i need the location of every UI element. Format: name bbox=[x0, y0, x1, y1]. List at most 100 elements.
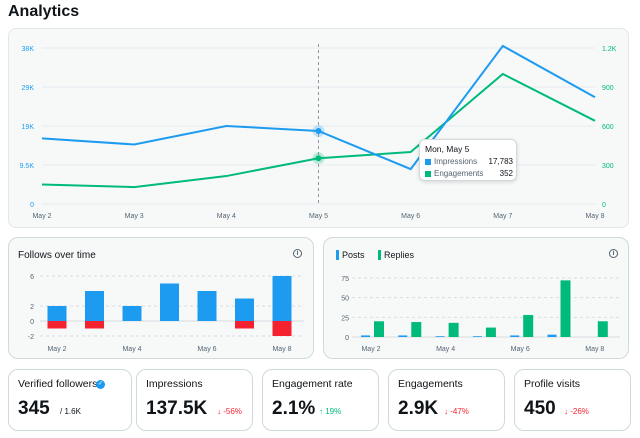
x-axis-label: May 8 bbox=[585, 346, 604, 353]
follows-bar bbox=[47, 306, 67, 321]
impressions-swatch bbox=[425, 159, 431, 165]
right-axis-label: 600 bbox=[602, 124, 614, 131]
chart-tooltip: Mon, May 5 Impressions 17,783 Engagement… bbox=[419, 139, 517, 181]
metric-label: Engagement rate bbox=[272, 378, 353, 390]
metric-change: ↑ 19% bbox=[319, 407, 342, 416]
metric-impressions[interactable]: Impressions 137.5K ↓ -56% bbox=[136, 369, 253, 431]
left-axis-label: 9.5K bbox=[20, 163, 35, 170]
right-axis-label: 1.2K bbox=[602, 46, 617, 53]
x-axis-label: May 5 bbox=[309, 213, 328, 220]
right-axis-label: 300 bbox=[602, 163, 614, 170]
metric-value: 137.5K bbox=[146, 398, 208, 419]
legend-replies-label: Replies bbox=[384, 250, 415, 260]
metric-value: 2.9K bbox=[398, 398, 439, 419]
metric-engagements[interactable]: Engagements 2.9K ↓ -47% bbox=[388, 369, 505, 431]
follows-bar bbox=[235, 298, 254, 321]
verified-badge-icon: ✓ bbox=[96, 380, 105, 389]
posts-bar bbox=[510, 335, 520, 337]
x-axis-label: May 3 bbox=[125, 213, 144, 220]
metric-engagement-rate[interactable]: Engagement rate 2.1% ↑ 19% bbox=[262, 369, 379, 431]
tooltip-date: Mon, May 5 bbox=[425, 144, 470, 154]
info-icon[interactable]: i bbox=[609, 249, 618, 258]
y-tick-label: 0 bbox=[345, 335, 349, 342]
x-axis-label: May 2 bbox=[32, 213, 51, 220]
replies-bar bbox=[411, 322, 422, 337]
tooltip-engagements-label: Engagements bbox=[434, 169, 484, 178]
tooltip-engagements-value: 352 bbox=[499, 169, 513, 178]
replies-swatch bbox=[378, 250, 381, 260]
posts-bar bbox=[435, 336, 445, 337]
metric-profile-visits[interactable]: Profile visits 450 ↓ -26% bbox=[514, 369, 631, 431]
replies-bar bbox=[448, 322, 459, 337]
tooltip-engagements-row: Engagements 352 bbox=[425, 169, 513, 179]
legend-posts-label: Posts bbox=[342, 250, 365, 260]
metric-change: ↓ -47% bbox=[444, 407, 469, 416]
x-axis-label: May 6 bbox=[511, 346, 530, 353]
unfollows-bar bbox=[85, 321, 104, 329]
replies-bar bbox=[560, 280, 571, 337]
right-axis-label: 0 bbox=[602, 202, 606, 209]
y-tick-label: 25 bbox=[341, 315, 349, 322]
posts-bar bbox=[547, 334, 557, 337]
posts-swatch bbox=[336, 250, 339, 260]
x-axis-label: May 7 bbox=[493, 213, 512, 220]
metric-verified-followers[interactable]: Verified followers ✓ 345 / 1.6K bbox=[8, 369, 132, 431]
unfollows-bar bbox=[47, 321, 67, 329]
metric-value: 2.1% bbox=[272, 398, 316, 419]
y-tick-label: 2 bbox=[30, 304, 34, 311]
right-axis-label: 900 bbox=[602, 85, 614, 92]
x-axis-label: May 8 bbox=[272, 346, 291, 353]
x-axis-label: May 8 bbox=[585, 213, 604, 220]
metric-label: Verified followers bbox=[18, 378, 98, 390]
metric-label: Profile visits bbox=[524, 378, 581, 390]
unfollows-bar bbox=[272, 321, 292, 336]
metric-change: ↓ -56% bbox=[217, 407, 242, 416]
info-icon[interactable]: i bbox=[293, 249, 302, 258]
y-tick-label: 6 bbox=[30, 274, 34, 281]
engagements-point bbox=[315, 155, 322, 162]
engagements-swatch bbox=[425, 171, 431, 177]
follows-bar bbox=[197, 291, 217, 321]
posts-replies-card bbox=[323, 237, 629, 359]
x-axis-label: May 6 bbox=[197, 346, 216, 353]
impressions-point bbox=[315, 127, 322, 134]
posts-bar bbox=[472, 336, 482, 337]
x-axis-label: May 2 bbox=[47, 346, 66, 353]
replies-bar bbox=[374, 321, 384, 337]
replies-bar bbox=[597, 321, 608, 337]
metric-value: 345 bbox=[18, 398, 50, 419]
posts-bar bbox=[361, 335, 370, 337]
tooltip-impressions-value: 17,783 bbox=[488, 157, 513, 166]
posts-bar bbox=[398, 335, 408, 337]
tooltip-impressions-label: Impressions bbox=[434, 157, 478, 166]
x-axis-label: May 4 bbox=[122, 346, 141, 353]
replies-bar bbox=[485, 327, 496, 337]
follows-bar bbox=[85, 291, 104, 321]
x-axis-label: May 6 bbox=[401, 213, 420, 220]
left-axis-label: 0 bbox=[30, 202, 34, 209]
replies-bar bbox=[523, 314, 534, 337]
page-title: Analytics bbox=[8, 3, 80, 20]
y-tick-label: 75 bbox=[341, 276, 349, 283]
legend-posts[interactable]: Posts bbox=[336, 250, 365, 260]
tooltip-impressions-row: Impressions 17,783 bbox=[425, 157, 513, 167]
metric-value: 450 bbox=[524, 398, 556, 419]
follows-bar bbox=[160, 283, 179, 321]
x-axis-label: May 2 bbox=[361, 346, 380, 353]
legend-replies[interactable]: Replies bbox=[378, 250, 414, 260]
y-tick-label: 50 bbox=[341, 296, 349, 303]
follows-bar bbox=[272, 276, 292, 321]
left-axis-label: 38K bbox=[22, 46, 35, 53]
metric-label: Impressions bbox=[146, 378, 203, 390]
x-axis-label: May 4 bbox=[217, 213, 236, 220]
unfollows-bar bbox=[235, 321, 254, 329]
metric-label: Engagements bbox=[398, 378, 463, 390]
follows-bar bbox=[122, 306, 142, 321]
x-axis-label: May 4 bbox=[436, 346, 455, 353]
left-axis-label: 29K bbox=[22, 85, 35, 92]
metric-change: ↓ -26% bbox=[564, 407, 589, 416]
metric-sub: / 1.6K bbox=[60, 407, 81, 416]
